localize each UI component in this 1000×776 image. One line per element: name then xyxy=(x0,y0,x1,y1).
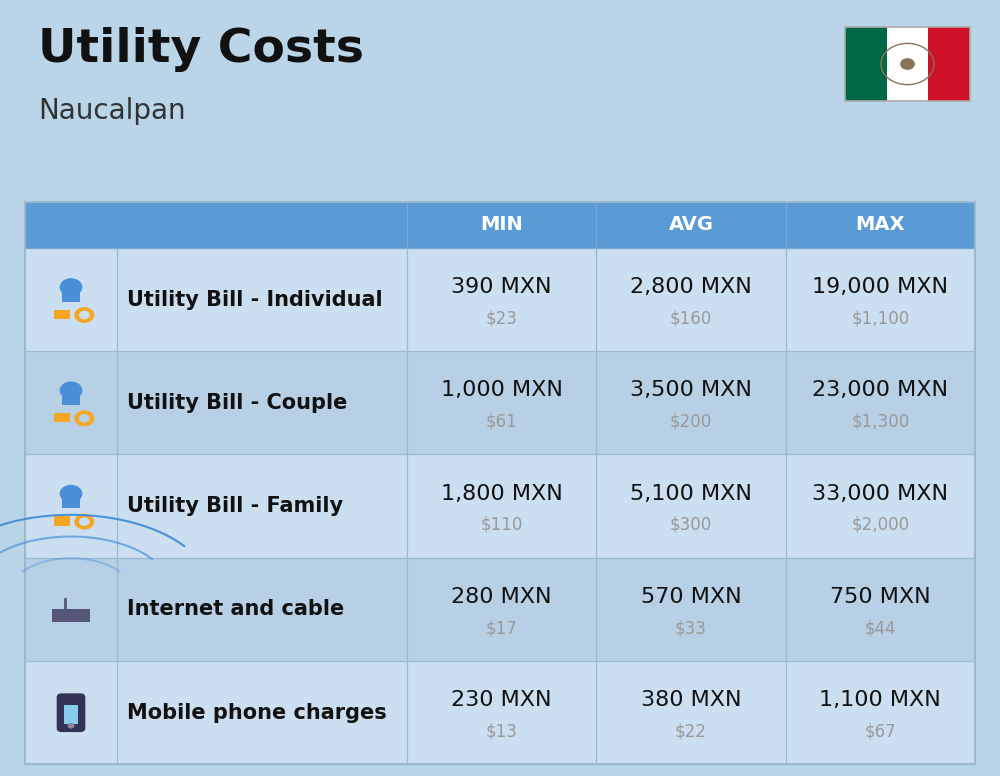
Text: 3,500 MXN: 3,500 MXN xyxy=(630,380,752,400)
Bar xyxy=(54,310,70,319)
Text: $17: $17 xyxy=(486,619,518,637)
Text: 750 MXN: 750 MXN xyxy=(830,587,931,607)
Circle shape xyxy=(75,308,94,322)
Text: $300: $300 xyxy=(670,516,712,534)
Bar xyxy=(786,202,975,248)
Text: MAX: MAX xyxy=(856,215,905,234)
Text: MIN: MIN xyxy=(480,215,523,234)
Circle shape xyxy=(80,311,89,319)
Bar xyxy=(54,517,70,526)
Bar xyxy=(25,352,975,455)
Circle shape xyxy=(68,723,74,728)
Text: $13: $13 xyxy=(486,722,518,740)
Text: Utility Bill - Family: Utility Bill - Family xyxy=(127,496,343,516)
Circle shape xyxy=(60,382,82,399)
Text: 23,000 MXN: 23,000 MXN xyxy=(812,380,948,400)
Circle shape xyxy=(60,279,82,296)
Text: $33: $33 xyxy=(675,619,707,637)
Text: Utility Costs: Utility Costs xyxy=(38,27,364,72)
Text: 1,800 MXN: 1,800 MXN xyxy=(441,483,563,504)
Text: $1,100: $1,100 xyxy=(851,309,909,327)
Text: $1,300: $1,300 xyxy=(851,412,909,431)
Text: Mobile phone charges: Mobile phone charges xyxy=(127,703,387,722)
Bar xyxy=(25,558,975,661)
Bar xyxy=(25,202,975,764)
Text: 570 MXN: 570 MXN xyxy=(641,587,741,607)
Bar xyxy=(845,27,970,101)
FancyBboxPatch shape xyxy=(57,693,85,732)
Text: $67: $67 xyxy=(865,722,896,740)
Bar xyxy=(54,413,70,422)
Bar xyxy=(25,248,975,352)
Bar xyxy=(62,495,80,508)
Bar xyxy=(25,661,975,764)
Text: $44: $44 xyxy=(865,619,896,637)
Text: $22: $22 xyxy=(675,722,707,740)
Text: $200: $200 xyxy=(670,412,712,431)
Text: 2,800 MXN: 2,800 MXN xyxy=(630,277,752,297)
Circle shape xyxy=(80,414,89,422)
Text: $61: $61 xyxy=(486,412,518,431)
Bar xyxy=(52,609,90,622)
Text: Utility Bill - Individual: Utility Bill - Individual xyxy=(127,289,383,310)
Circle shape xyxy=(80,518,89,525)
Text: 380 MXN: 380 MXN xyxy=(641,691,741,710)
Text: 33,000 MXN: 33,000 MXN xyxy=(812,483,948,504)
Bar xyxy=(25,455,975,558)
Text: $2,000: $2,000 xyxy=(851,516,909,534)
Text: 390 MXN: 390 MXN xyxy=(451,277,552,297)
Bar xyxy=(62,288,80,302)
Text: $160: $160 xyxy=(670,309,712,327)
Text: 1,100 MXN: 1,100 MXN xyxy=(819,691,941,710)
Circle shape xyxy=(60,486,82,502)
Circle shape xyxy=(75,514,94,529)
Bar xyxy=(25,202,407,248)
Bar xyxy=(62,391,80,405)
Text: Utility Bill - Couple: Utility Bill - Couple xyxy=(127,393,347,413)
Text: 230 MXN: 230 MXN xyxy=(451,691,552,710)
Text: 1,000 MXN: 1,000 MXN xyxy=(441,380,563,400)
Bar xyxy=(887,27,928,101)
Text: $23: $23 xyxy=(486,309,518,327)
Text: $110: $110 xyxy=(480,516,523,534)
Text: Internet and cable: Internet and cable xyxy=(127,599,344,619)
Circle shape xyxy=(75,411,94,425)
Text: 5,100 MXN: 5,100 MXN xyxy=(630,483,752,504)
Bar xyxy=(596,202,786,248)
Bar xyxy=(64,705,78,723)
Text: 19,000 MXN: 19,000 MXN xyxy=(812,277,948,297)
Text: 280 MXN: 280 MXN xyxy=(451,587,552,607)
Text: Naucalpan: Naucalpan xyxy=(38,97,186,125)
Circle shape xyxy=(901,59,914,69)
Bar xyxy=(928,27,970,101)
Bar xyxy=(407,202,596,248)
Text: AVG: AVG xyxy=(669,215,714,234)
Bar xyxy=(845,27,887,101)
